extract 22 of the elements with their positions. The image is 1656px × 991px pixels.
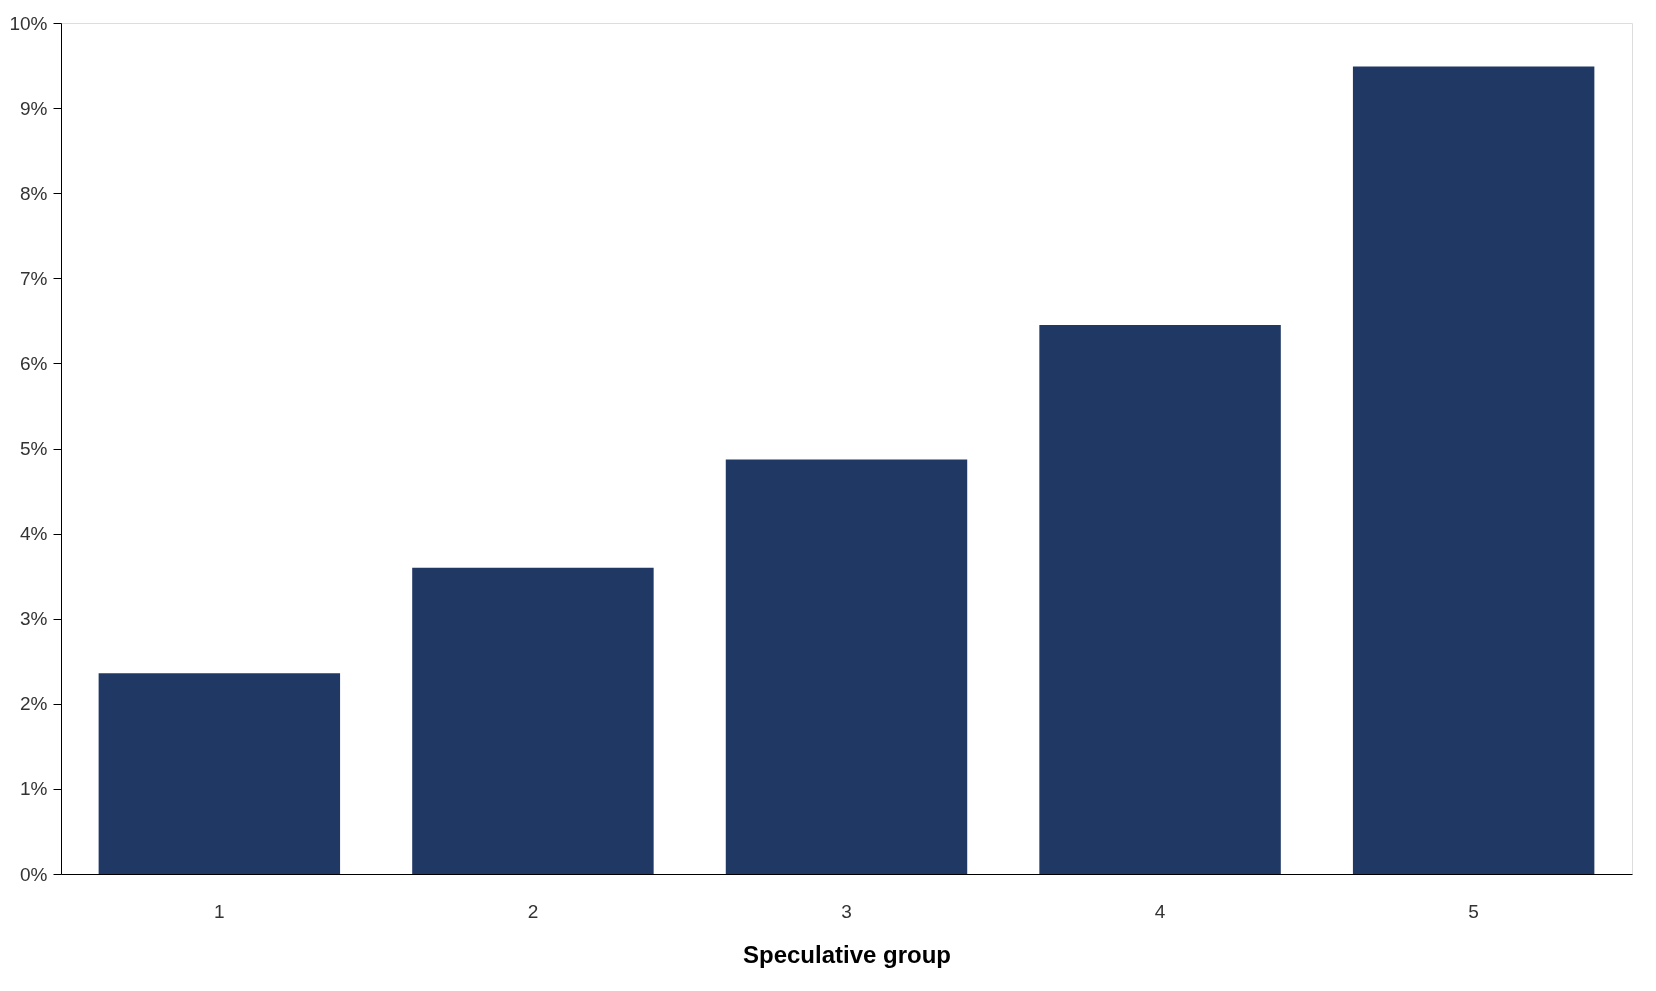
- y-tick-label: 7%: [20, 267, 48, 289]
- y-tick-label: 0%: [20, 863, 48, 885]
- y-tick-label: 9%: [20, 97, 48, 119]
- y-tick-label: 2%: [20, 693, 48, 715]
- x-tick-label: 1: [214, 900, 225, 922]
- x-axis-title: Speculative group: [742, 940, 952, 968]
- y-tick-label: 6%: [20, 352, 48, 374]
- x-tick-label: 3: [841, 900, 852, 922]
- bar: [1352, 66, 1595, 874]
- y-tick-label: 3%: [20, 608, 48, 630]
- y-tick-label: 10%: [9, 12, 48, 34]
- y-tick-label: 1%: [20, 778, 48, 800]
- y-tick-label: 5%: [20, 438, 48, 459]
- x-tick-label: 2: [527, 900, 539, 922]
- x-tick-label: 5: [1468, 900, 1479, 922]
- bar: [98, 673, 341, 874]
- bar: [725, 459, 968, 874]
- bar: [1039, 325, 1281, 874]
- x-tick-label: 4: [1154, 900, 1166, 922]
- y-tick-label: 4%: [20, 523, 48, 545]
- bar: [412, 567, 654, 874]
- y-tick-label: 8%: [20, 182, 48, 204]
